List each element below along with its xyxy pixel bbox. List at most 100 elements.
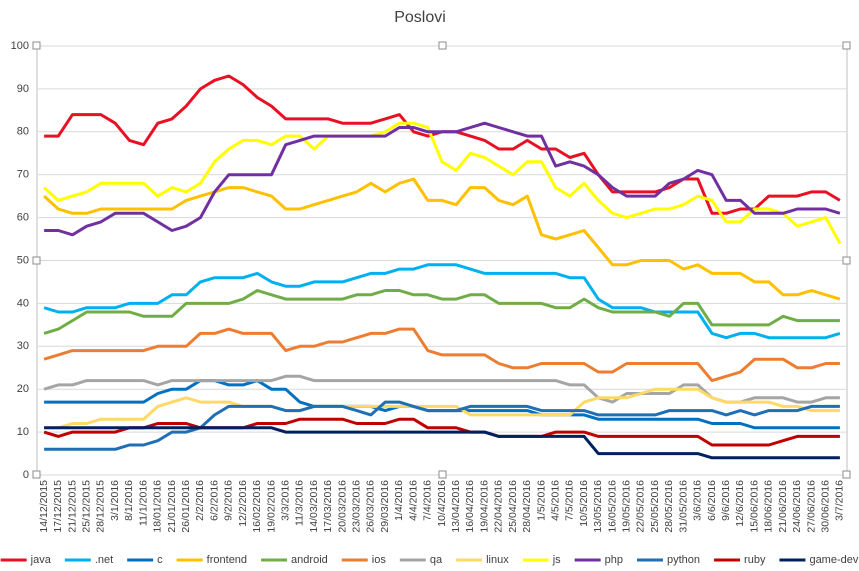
x-tick-label: 19/02/2016 — [265, 480, 277, 533]
x-tick-label: 13/04/2016 — [450, 480, 462, 533]
y-tick-label: 20 — [17, 383, 29, 395]
handle — [842, 256, 851, 265]
x-tick-label: 14/12/2015 — [38, 480, 50, 533]
x-tick-label: 24/06/2016 — [791, 480, 803, 533]
legend-label: python — [667, 554, 700, 566]
x-tick-label: 25/04/2016 — [507, 480, 519, 533]
legend-label: js — [552, 554, 561, 566]
x-tick-label: 16/04/2016 — [464, 480, 476, 533]
x-tick-label: 23/03/2016 — [351, 480, 363, 533]
series-line — [44, 400, 840, 451]
y-tick-label: 40 — [17, 297, 29, 309]
x-tick-label: 3/7/2016 — [834, 480, 846, 521]
x-tick-label: 18/01/2016 — [152, 480, 164, 533]
x-tick-label: 16/05/2016 — [606, 480, 618, 533]
y-tick-label: 10 — [17, 426, 29, 438]
handle — [438, 41, 447, 50]
x-tick-label: 21/12/2015 — [66, 480, 78, 533]
x-tick-label: 26/03/2016 — [365, 480, 377, 533]
x-tick-label: 12/6/2016 — [734, 480, 746, 527]
y-tick-label: 50 — [17, 254, 29, 266]
x-tick-label: 14/03/2016 — [308, 480, 320, 533]
legend-label: ruby — [744, 554, 766, 566]
y-tick-label: 60 — [17, 212, 29, 224]
chart-title: Poslovi — [394, 9, 446, 26]
x-tick-label: 26/01/2016 — [180, 480, 192, 533]
x-tick-label: 3/6/2016 — [692, 480, 704, 521]
x-tick-label: 11/1/2016 — [137, 480, 149, 526]
x-tick-label: 22/05/2016 — [635, 480, 647, 533]
x-tick-label: 9/6/2016 — [720, 480, 732, 521]
x-tick-label: 20/03/2016 — [336, 480, 348, 533]
x-tick-label: 3/1/2016 — [109, 480, 121, 521]
legend-label: frontend — [207, 554, 247, 566]
y-tick-label: 70 — [17, 169, 29, 181]
x-tick-label: 15/06/2016 — [748, 480, 760, 533]
x-tick-label: 19/05/2016 — [621, 480, 633, 533]
handle — [842, 41, 851, 50]
series-line — [44, 426, 840, 460]
legend: java .net c frontend android ios qa linux js php p… — [0, 554, 859, 566]
series-line — [43, 263, 841, 340]
x-tick-label: 17/12/2015 — [52, 480, 64, 533]
handle — [32, 41, 41, 50]
legend-label: c — [157, 554, 163, 566]
x-tick-label: 10/4/2016 — [436, 480, 448, 527]
x-tick-label: 1/4/2016 — [393, 480, 405, 521]
x-tick-label: 13/05/2016 — [592, 480, 604, 533]
legend-label: linux — [486, 554, 509, 566]
x-tick-label: 9/2/2016 — [223, 480, 235, 521]
x-tick-label: 7/4/2016 — [422, 480, 434, 521]
series-line — [43, 177, 841, 301]
series-line — [43, 289, 840, 335]
x-tick-label: 30/06/2016 — [819, 480, 831, 533]
x-tick-label: 25/12/2015 — [81, 480, 93, 533]
handle — [438, 470, 447, 479]
series-line — [43, 121, 842, 245]
x-tick-label: 2/2/2016 — [194, 480, 206, 521]
legend-label: php — [605, 554, 623, 566]
y-tick-label: 100 — [11, 40, 29, 52]
x-tick-label: 31/05/2016 — [677, 480, 689, 533]
x-tick-label: 8/1/2016 — [123, 480, 135, 521]
x-tick-label: 25/05/2016 — [649, 480, 661, 533]
legend-label: java — [30, 554, 52, 566]
legend-label: qa — [430, 554, 443, 566]
x-tick-label: 4/4/2016 — [407, 480, 419, 521]
handle — [32, 470, 41, 479]
x-tick-label: 28/04/2016 — [521, 480, 533, 533]
x-tick-label: 19/04/2016 — [478, 480, 490, 533]
legend-label: game-dev — [809, 554, 858, 566]
x-tick-label: 3/3/2016 — [279, 480, 291, 521]
x-tick-label: 17/03/2016 — [322, 480, 334, 533]
x-tick-label: 6/2/2016 — [208, 480, 220, 521]
x-tick-label: 18/06/2016 — [763, 480, 775, 533]
x-tick-label: 1/5/2016 — [535, 480, 547, 521]
y-tick-label: 30 — [17, 340, 29, 352]
x-tick-label: 21/06/2016 — [777, 480, 789, 533]
x-tick-label: 16/02/2016 — [251, 480, 263, 533]
legend-label: android — [291, 554, 328, 566]
x-tick-label: 27/06/2016 — [805, 480, 817, 533]
y-tick-label: 0 — [23, 469, 29, 481]
legend-label: ios — [372, 554, 387, 566]
y-tick-label: 90 — [17, 83, 29, 95]
y-tick-label: 80 — [17, 126, 29, 138]
x-tick-label: 28/05/2016 — [663, 480, 675, 533]
x-tick-label: 6/6/2016 — [706, 480, 718, 521]
handle — [842, 470, 851, 479]
x-tick-label: 21/01/2016 — [166, 480, 178, 533]
series-line — [44, 121, 841, 237]
x-tick-label: 12/2/2016 — [237, 480, 249, 527]
x-tick-label: 4/5/2016 — [549, 480, 561, 521]
series-line — [44, 387, 840, 430]
x-tick-label: 10/5/2016 — [578, 480, 590, 527]
x-tick-label: 7/5/2016 — [564, 480, 576, 521]
x-tick-label: 11/3/2016 — [294, 480, 306, 526]
x-tick-label: 28/12/2015 — [95, 480, 107, 533]
series-line — [43, 327, 840, 383]
handle — [32, 256, 41, 265]
x-tick-label: 29/03/2016 — [379, 480, 391, 533]
series-line — [43, 417, 840, 447]
